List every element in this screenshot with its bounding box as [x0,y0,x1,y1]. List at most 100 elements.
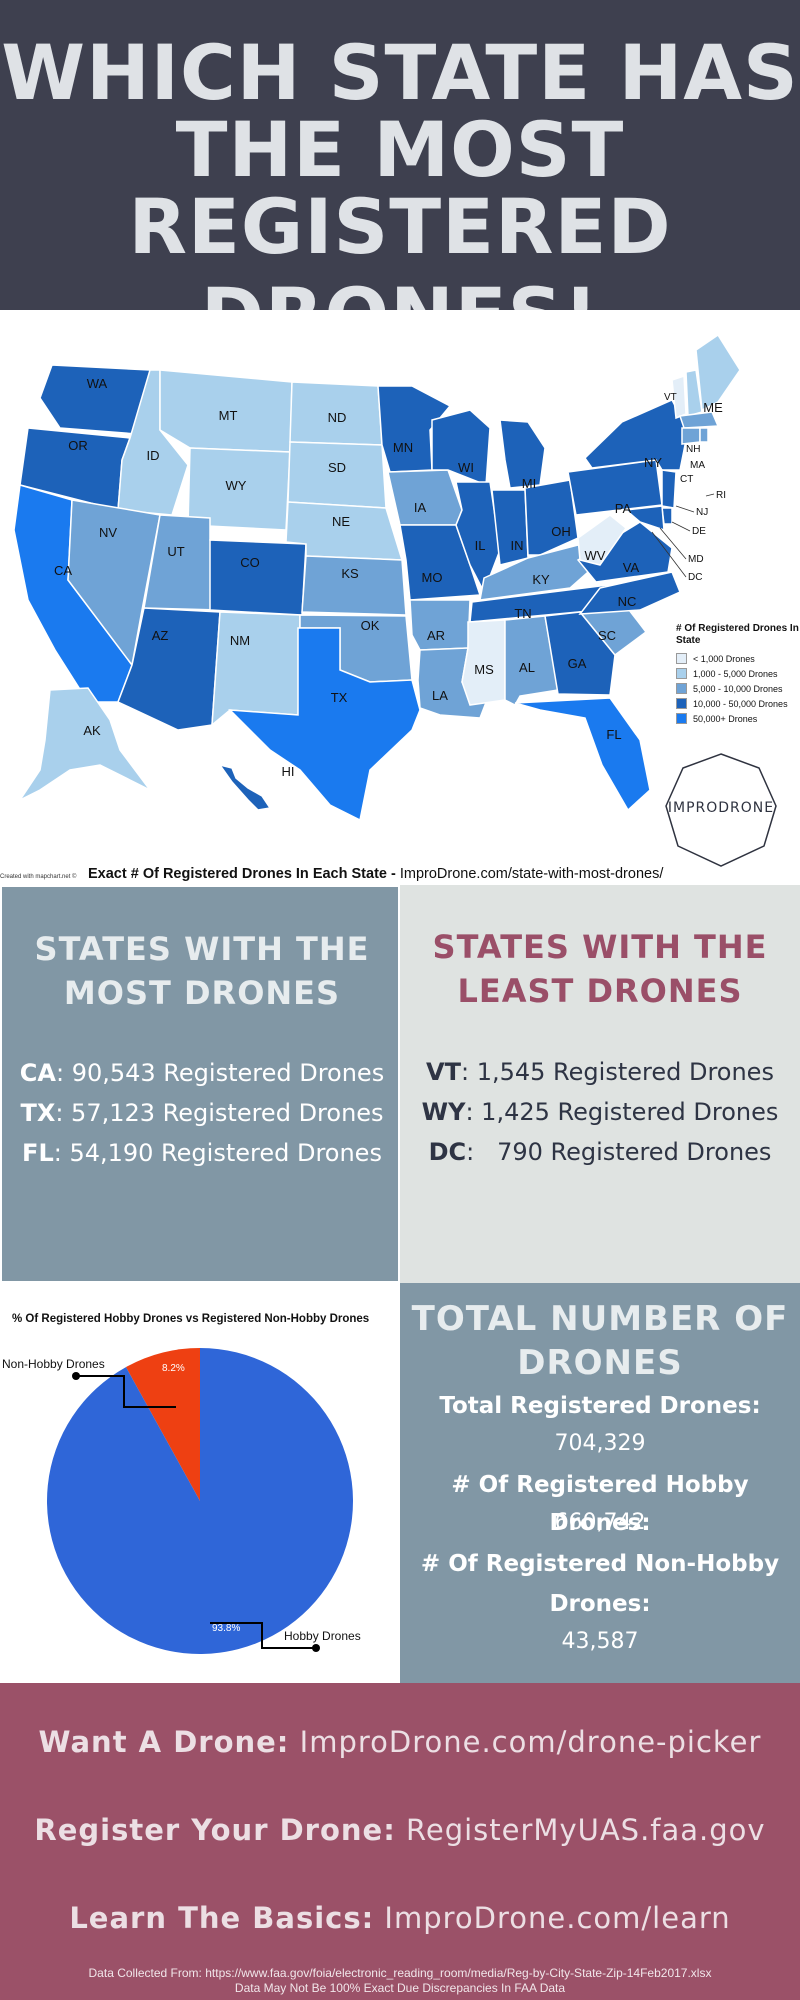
state-ri [699,427,709,443]
most-heading-line-2: MOST DRONES [63,974,341,1012]
state-oh [524,479,579,556]
state-ma [678,411,720,429]
non-hobby-leader [76,1375,176,1408]
label-mi: MI [522,476,536,491]
cta-register[interactable]: Register Your Drone: RegisterMyUAS.faa.g… [0,1813,800,1847]
hobby-total-value: 660,742 [554,1510,646,1535]
map-legend: # Of Registered Drones In State < 1,000 … [676,623,800,726]
label-wv: WV [585,548,606,563]
state-wv [577,514,628,566]
state-ak [17,687,151,802]
label-de: DE [692,526,706,537]
label-ms: MS [474,662,494,677]
state-ny [584,399,689,471]
accuracy-disclaimer: Data May Not Be 100% Exact Due Discrepan… [234,1981,566,1995]
legend-label: 10,000 - 50,000 Drones [693,698,788,709]
cta-learn[interactable]: Learn The Basics: ImproDrone.com/learn [0,1901,800,1935]
cta-link[interactable]: ImproDrone.com/learn [374,1901,731,1935]
non-hobby-leader-dot [72,1372,80,1380]
total-heading-line-2: DRONES [517,1343,683,1383]
title-line-1: WHICH STATE HAS [1,28,799,117]
label-nj: NJ [696,507,708,518]
hobby-pct: 93.8% [212,1623,240,1634]
non-hobby-pct: 8.2% [162,1363,185,1374]
total-value: 704,329 [554,1431,646,1456]
pie-leaders [76,1375,316,1649]
label-va: VA [623,560,640,575]
state-nm [211,611,301,727]
cta-bold: Want A Drone: [38,1725,290,1759]
state-nh [685,369,703,417]
state-ia [387,469,463,526]
label-md: MD [688,554,704,565]
cta-link[interactable]: RegisterMyUAS.faa.gov [395,1813,766,1847]
state-stat: : 57,123 Registered Drones [55,1099,384,1127]
label-fl: FL [606,727,621,742]
state-mn [377,385,452,473]
legend-swatch [676,653,687,664]
most-heading-line-1: STATES WITH THE [34,930,370,968]
state-nc [578,571,681,615]
hobby-leader-dot [312,1644,320,1652]
label-mn: MN [393,440,413,455]
state-fl [514,697,651,812]
least-heading-line-1: STATES WITH THE [432,928,768,966]
state-hi [218,763,272,811]
data-source-note: Data Collected From: https://www.faa.gov… [88,1966,712,1980]
label-nv: NV [99,525,117,540]
label-or: OR [68,438,88,453]
nonhobby-total-label: # Of Registered Non-Hobby [420,1551,780,1577]
map-caption-link[interactable]: ImproDrone.com/state-with-most-drones/ [399,866,664,882]
state-me [695,333,741,412]
label-ky: KY [532,572,550,587]
label-nd: ND [328,410,347,425]
pie-chart: Non-Hobby Drones Hobby Drones 8.2% 93.8% [2,1348,361,1654]
least-drones-panel: STATES WITH THE LEAST DRONES VT: 1,545 R… [400,885,800,1283]
map-caption-bold: Exact # Of Registered Drones In Each Sta… [88,866,396,882]
legend-swatch [676,713,687,724]
least-heading-line-2: LEAST DRONES [457,972,743,1010]
label-ri: RI [716,490,726,501]
label-sc: SC [598,628,616,643]
legend-swatch [676,698,687,709]
label-la: LA [432,688,448,703]
label-nc: NC [618,594,637,609]
cta-link[interactable]: ImproDrone.com/drone-picker [289,1725,762,1759]
state-ct [681,427,701,445]
legend-title: # Of Registered Drones In State [676,623,799,646]
hobby-slice [47,1348,354,1654]
legend-swatch [676,668,687,679]
state-va [576,521,673,583]
label-vt: VT [664,392,677,403]
label-nm: NM [230,633,250,648]
legend-label: 50,000+ Drones [693,713,758,724]
cta-bold: Register Your Drone: [34,1813,396,1847]
legend-item: < 1,000 Drones [676,651,800,666]
label-pa: PA [615,501,632,516]
label-mt: MT [219,408,238,423]
nonhobby-total-value: 43,587 [561,1629,639,1654]
label-tn: TN [514,606,531,621]
label-me: ME [703,400,723,415]
least-row: WY: 1,425 Registered Drones [400,1098,800,1126]
label-dc: DC [688,572,702,583]
label-al: AL [519,660,535,675]
hobby-leader [210,1622,316,1649]
state-wa [39,364,151,436]
label-ia: IA [414,500,427,515]
non-hobby-label: Non-Hobby Drones [2,1357,105,1371]
map-section: WA OR CA ID NV MT WY UT AZ NM CO ND SD N… [0,310,800,885]
state-code: DC [428,1138,467,1166]
label-tx: TX [331,690,348,705]
hobby-total-label: # Of Registered Hobby Drones: [451,1472,749,1536]
label-wi: WI [458,460,474,475]
label-ak: AK [83,723,101,738]
legend-label: < 1,000 Drones [693,653,755,664]
label-nh: NH [686,444,700,455]
state-code: TX [20,1099,56,1127]
label-ma: MA [690,460,705,471]
nonhobby-total-label-2: Drones: [549,1591,651,1617]
state-stat: : 1,545 Registered Drones [461,1058,774,1086]
cta-want-drone[interactable]: Want A Drone: ImproDrone.com/drone-picke… [0,1725,800,1759]
label-ny: NY [644,455,662,470]
